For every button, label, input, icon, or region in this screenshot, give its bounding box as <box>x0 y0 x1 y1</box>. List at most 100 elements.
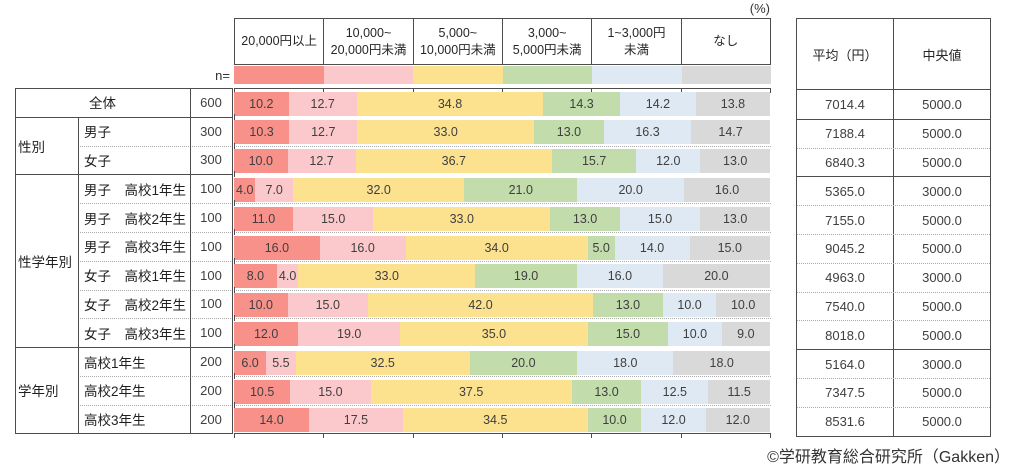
bar-row-tick <box>234 286 235 293</box>
row-label-cell: 男子 高校3年生 <box>84 240 187 256</box>
group-label-cell: 性別 <box>18 139 45 155</box>
bar-segment: 15.0 <box>292 206 374 231</box>
stacked-bar: 11.0 15.0 33.0 13.0 15.0 13.0 <box>234 206 770 231</box>
bar-segment: 42.0 <box>367 293 594 318</box>
column-divider <box>78 116 79 434</box>
stats-row: 7155.0 5000.0 <box>797 205 990 234</box>
legend-color-cell <box>592 66 682 84</box>
n-value-cell: 100 <box>200 296 222 312</box>
n-equals-label: n= <box>215 68 230 83</box>
stacked-bar: 14.0 17.5 34.5 10.0 12.0 12.0 <box>234 408 770 433</box>
bar-segment: 15.0 <box>587 321 669 346</box>
median-value-cell: 5000.0 <box>922 154 962 170</box>
bar-segment: 12.0 <box>705 408 770 433</box>
axis-tick <box>770 433 771 438</box>
bar-segment: 12.7 <box>288 91 357 116</box>
bar-segment: 15.0 <box>287 293 368 318</box>
stats-header-row: 平均（円） 中央値 <box>797 19 990 90</box>
group-separator-line <box>15 116 233 118</box>
bar-segment: 10.2 <box>234 91 289 116</box>
bar-segment: 12.7 <box>287 149 356 174</box>
row-separator-line <box>78 232 771 233</box>
row-label-cell: 全体 <box>89 96 116 112</box>
stats-row: 7347.5 5000.0 <box>797 377 990 407</box>
bar-segment: 20.0 <box>662 264 770 289</box>
stacked-bar: 10.3 12.7 33.0 13.0 16.3 14.7 <box>234 120 770 145</box>
stacked-bar: 12.0 19.0 35.0 15.0 10.0 9.0 <box>234 321 770 346</box>
axis-tick <box>680 433 682 438</box>
axis-tick <box>412 88 414 93</box>
axis-tick <box>323 433 325 438</box>
bar-segment: 33.0 <box>373 206 551 231</box>
median-value-cell: 5000.0 <box>922 414 962 430</box>
bar-row-tick <box>234 200 235 207</box>
row-label-cell: 男子 高校2年生 <box>84 211 187 227</box>
row-separator-line <box>78 145 771 147</box>
category-header-cell: 5,000~ 10,000円未満 <box>414 19 503 64</box>
median-value-cell: 3000.0 <box>922 270 962 286</box>
stacked-bar: 10.5 15.0 37.5 13.0 12.5 11.5 <box>234 379 770 404</box>
bar-segment: 19.0 <box>475 264 578 289</box>
mean-value-cell: 4963.0 <box>797 263 894 292</box>
median-value-cell: 3000.0 <box>922 356 962 372</box>
category-header-row: 20,000円以上 10,000~ 20,000円未満 5,000~ 10,000円… <box>234 18 771 65</box>
category-header-cell: 3,000~ 5,000円未満 <box>503 19 593 64</box>
stats-row: 5164.0 3000.0 <box>797 349 990 378</box>
bar-segment: 5.5 <box>266 350 296 375</box>
bar-row: 10.0 12.7 36.7 15.7 12.0 13.0 <box>232 146 771 175</box>
legend-color-cell <box>681 66 771 84</box>
median-value-cell: 5000.0 <box>922 96 962 112</box>
mean-value-cell: 7155.0 <box>797 206 894 234</box>
bar-row: 10.3 12.7 33.0 13.0 16.3 14.7 <box>232 117 771 146</box>
bar-segment: 5.0 <box>587 235 615 260</box>
bar-segment: 13.0 <box>534 120 604 145</box>
group-label-cell: 学年別 <box>18 384 59 400</box>
stacked-bar: 8.0 4.0 33.0 19.0 16.0 20.0 <box>234 264 770 289</box>
bar-segment: 34.8 <box>356 91 544 116</box>
axis-tick <box>770 88 771 93</box>
median-value-cell: 5000.0 <box>922 385 962 401</box>
mean-value-cell: 6840.3 <box>797 148 894 177</box>
mean-value-cell: 8531.6 <box>797 407 894 436</box>
row-separator-line <box>78 376 771 377</box>
row-label-cell: 高校3年生 <box>84 413 146 429</box>
bar-row-tick <box>234 344 235 351</box>
bar-segment: 6.0 <box>234 350 267 375</box>
bar-segment: 15.7 <box>552 149 637 174</box>
bar-segment: 32.0 <box>292 177 465 202</box>
bar-row-tick <box>234 171 235 178</box>
bar-segment: 13.0 <box>700 149 770 174</box>
bar-row: 6.0 5.5 32.5 20.0 18.0 18.0 <box>232 347 771 376</box>
bar-area-bottom-axis <box>234 433 771 438</box>
bar-segment: 12.0 <box>636 149 701 174</box>
bar-row-tick <box>234 113 235 120</box>
bar-segment: 10.0 <box>587 408 642 433</box>
stats-header-mean: 平均（円） <box>797 19 894 89</box>
row-label-cell: 女子 高校1年生 <box>84 269 187 285</box>
n-value-cell: 300 <box>200 152 222 168</box>
stats-table: 平均（円） 中央値 7014.4 5000.0 7188.4 5000.0 6840.3… <box>796 18 991 437</box>
stats-header-median: 中央値 <box>922 47 962 63</box>
category-header-cell: 1~3,000円 未満 <box>592 19 682 64</box>
bar-segment: 19.0 <box>298 321 401 346</box>
bar-segment: 7.0 <box>255 177 293 202</box>
bar-segment: 12.0 <box>641 408 706 433</box>
bar-row-tick <box>234 315 235 322</box>
row-label-cell: 女子 高校3年生 <box>84 326 187 342</box>
n-value-cell: 600 <box>200 94 222 110</box>
bar-row-tick <box>234 373 235 379</box>
bar-row: 8.0 4.0 33.0 19.0 16.0 20.0 <box>232 261 771 290</box>
row-separator-line <box>78 318 771 320</box>
bar-segment: 20.0 <box>469 350 577 375</box>
bar-segment: 33.0 <box>298 264 476 289</box>
bar-row: 10.5 15.0 37.5 13.0 12.5 11.5 <box>232 376 771 405</box>
bar-segment: 13.0 <box>700 206 770 231</box>
stats-row: 7540.0 5000.0 <box>797 291 990 321</box>
bar-segment: 17.5 <box>309 408 403 433</box>
mean-value-cell: 7014.4 <box>797 90 894 119</box>
legend-color-cell <box>502 66 592 84</box>
bar-row: 11.0 15.0 33.0 13.0 15.0 13.0 <box>232 203 771 232</box>
column-divider <box>190 88 191 434</box>
bar-area-top-axis <box>234 88 771 93</box>
